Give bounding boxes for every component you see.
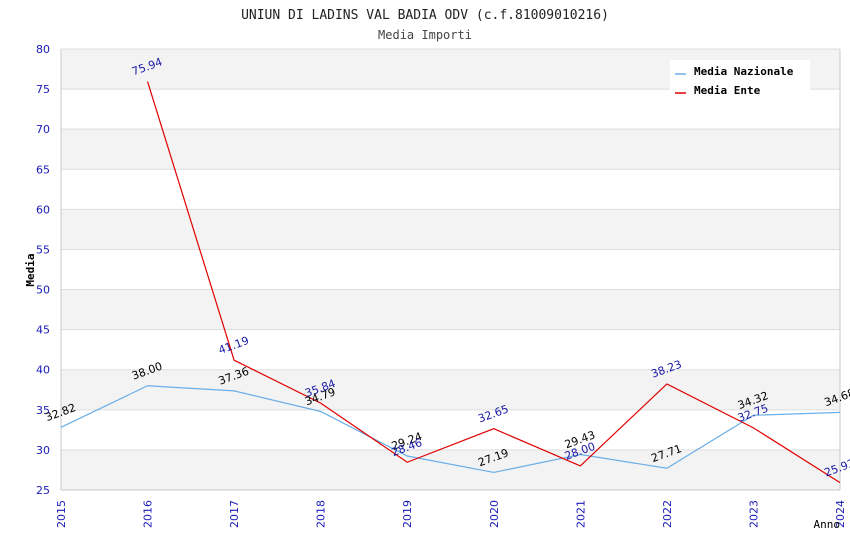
x-tick-label: 2017 <box>228 500 241 528</box>
legend-label-ente: Media Ente <box>694 84 761 97</box>
y-tick-label: 35 <box>36 404 50 417</box>
x-tick-label: 2021 <box>574 500 587 528</box>
legend-box <box>670 60 810 102</box>
y-tick-label: 75 <box>36 83 50 96</box>
plot-frame <box>60 49 841 491</box>
plot-bands <box>61 49 840 490</box>
series-line-nazionale <box>60 385 841 474</box>
x-tick-label: 2023 <box>747 500 760 528</box>
y-tick-label: 65 <box>36 163 50 176</box>
y-tick-label: 50 <box>36 284 50 297</box>
y-axis-label: Media <box>24 253 37 286</box>
x-tick-label: 2019 <box>401 500 414 528</box>
chart-title: UNIUN DI LADINS VAL BADIA ODV (c.f.81009… <box>241 8 609 23</box>
y-tick-label: 45 <box>36 324 50 337</box>
series-line-ente <box>146 81 841 484</box>
plot-band <box>61 369 840 410</box>
x-tick-label: 2020 <box>488 500 501 528</box>
y-tick-label: 60 <box>36 203 50 216</box>
y-tick-label: 25 <box>36 484 50 497</box>
x-tick-label: 2016 <box>142 500 155 528</box>
x-tick-label: 2015 <box>55 500 68 528</box>
series-lines <box>60 81 841 484</box>
x-axis-label: Anno <box>814 518 841 531</box>
x-tick-label: 2024 <box>834 500 847 528</box>
x-tick-label: 2022 <box>661 500 674 528</box>
grid-lines <box>61 48 840 491</box>
x-tick-labels: 2015 2016 2017 2018 2019 2020 2021 2022 2023 2024 <box>55 500 847 528</box>
legend: Media Nazionale Media Ente <box>670 60 810 102</box>
y-tick-label: 30 <box>36 444 50 457</box>
y-tick-label: 55 <box>36 243 50 256</box>
plot-band <box>61 129 840 170</box>
y-tick-label: 40 <box>36 364 50 377</box>
plot-band <box>61 209 840 250</box>
legend-label-nazionale: Media Nazionale <box>694 65 794 78</box>
plot-band <box>61 449 840 490</box>
y-tick-label: 70 <box>36 123 50 136</box>
plot-band <box>61 289 840 330</box>
chart-subtitle: Media Importi <box>378 28 472 42</box>
y-tick-label: 80 <box>36 43 50 56</box>
x-tick-label: 2018 <box>315 500 328 528</box>
data-label: 41.19 <box>217 334 251 357</box>
y-tick-labels: 25 30 35 40 45 50 55 60 65 70 75 80 <box>36 43 50 497</box>
